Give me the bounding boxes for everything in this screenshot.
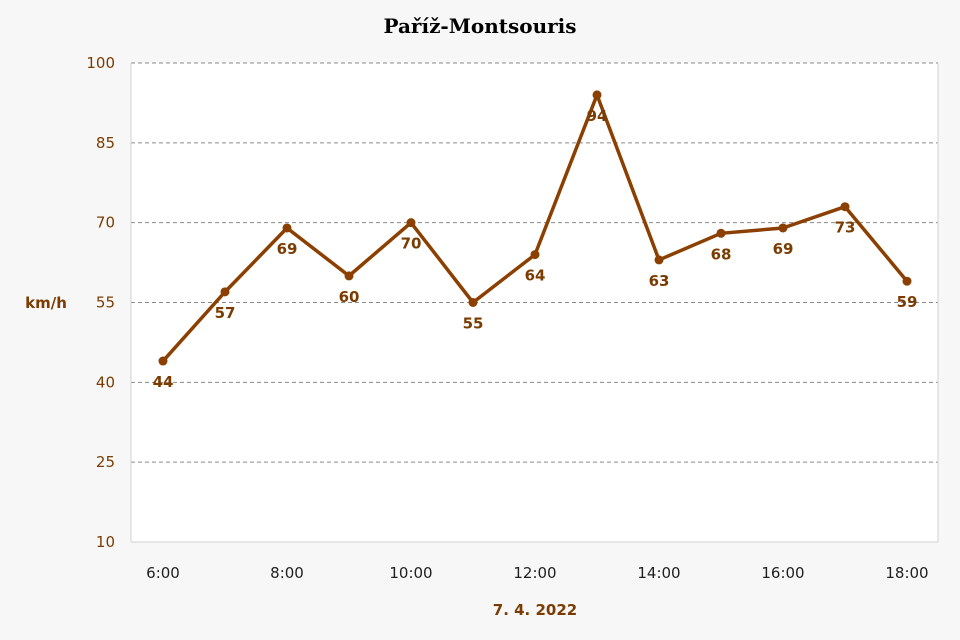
- data-point[interactable]: [716, 228, 726, 238]
- x-tick-label: 18:00: [885, 564, 928, 582]
- data-label: 57: [215, 304, 236, 322]
- data-point[interactable]: [220, 287, 230, 297]
- data-label: 94: [587, 107, 608, 125]
- x-tick-label: 6:00: [146, 564, 180, 582]
- y-tick-label: 40: [96, 373, 115, 391]
- chart-title: Paříž-Montsouris: [383, 14, 576, 38]
- x-tick-labels: 6:00 8:00 10:00 12:00 14:00 16:00 18:00: [146, 564, 928, 582]
- data-point[interactable]: [530, 250, 540, 260]
- y-tick-label: 25: [96, 453, 115, 471]
- x-tick-label: 12:00: [513, 564, 556, 582]
- data-point[interactable]: [902, 276, 912, 286]
- data-point[interactable]: [778, 223, 788, 233]
- data-label: 59: [897, 293, 918, 311]
- data-point[interactable]: [344, 271, 354, 281]
- x-tick-label: 10:00: [389, 564, 432, 582]
- x-axis-label: 7. 4. 2022: [493, 601, 577, 619]
- data-label: 60: [339, 288, 360, 306]
- data-label: 55: [463, 315, 484, 333]
- y-tick-label: 70: [96, 214, 115, 232]
- data-point[interactable]: [282, 223, 292, 233]
- data-label: 68: [711, 245, 732, 263]
- y-axis-label: km/h: [25, 294, 67, 312]
- data-label: 73: [835, 219, 856, 237]
- data-point[interactable]: [158, 356, 168, 366]
- y-tick-labels: 10 25 40 55 70 85 100: [86, 54, 115, 551]
- data-label: 64: [525, 267, 546, 285]
- series-line-group: 44 57 69 60 70 55 64 94 63 68 69 73 59: [153, 90, 918, 391]
- y-tick-label: 100: [86, 54, 115, 72]
- data-label: 69: [277, 240, 298, 258]
- data-label: 44: [153, 373, 174, 391]
- x-tick-label: 8:00: [270, 564, 304, 582]
- data-label: 70: [401, 235, 422, 253]
- x-tick-label: 14:00: [637, 564, 680, 582]
- y-tick-label: 10: [96, 533, 115, 551]
- data-label: 69: [773, 240, 794, 258]
- y-tick-label: 55: [96, 294, 115, 312]
- data-label: 63: [649, 272, 670, 290]
- y-tick-label: 85: [96, 134, 115, 152]
- data-point[interactable]: [406, 218, 416, 228]
- data-point[interactable]: [840, 202, 850, 212]
- data-point[interactable]: [654, 255, 664, 265]
- data-point[interactable]: [592, 90, 602, 100]
- x-tick-label: 16:00: [761, 564, 804, 582]
- data-point[interactable]: [468, 298, 478, 307]
